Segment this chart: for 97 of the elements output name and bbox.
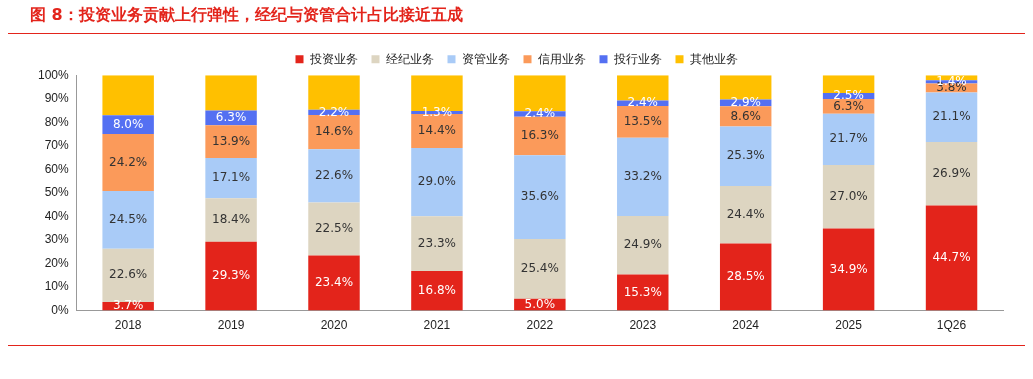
bar: [308, 149, 360, 203]
data-label: 15.3%: [623, 284, 662, 299]
chart-title: 图 8：投资业务贡献上行弹性，经纪与资管合计占比接近五成: [30, 4, 463, 24]
data-label: 18.4%: [212, 212, 251, 227]
data-label: 28.5%: [726, 269, 765, 284]
bar: [514, 239, 566, 299]
y-tick-label: 80%: [44, 114, 70, 129]
bar: [411, 216, 463, 272]
data-label: 24.5%: [109, 211, 148, 226]
legend-label: 资管业务: [461, 51, 510, 66]
data-label: 8.6%: [730, 108, 761, 123]
bar: [102, 75, 154, 116]
y-tick-label: 70%: [44, 138, 70, 153]
data-label: 3.7%: [112, 298, 144, 313]
legend-label: 经纪业务: [385, 51, 434, 66]
data-label: 29.3%: [212, 268, 251, 283]
data-label: 22.6%: [109, 267, 148, 282]
data-label: 25.3%: [726, 148, 765, 163]
y-tick-label: 90%: [44, 91, 70, 106]
bar: [514, 155, 566, 240]
data-label: 22.6%: [314, 168, 354, 183]
data-label: 44.7%: [932, 250, 971, 265]
x-tick-label: 2024: [732, 318, 760, 333]
bar: [925, 92, 978, 143]
bar: [205, 125, 257, 159]
x-tick-label: 2020: [320, 318, 348, 333]
bar: [925, 205, 978, 311]
data-label: 13.9%: [212, 133, 251, 148]
y-tick-label: 0%: [51, 302, 70, 317]
data-label: 34.9%: [829, 261, 868, 276]
bar: [719, 126, 772, 187]
data-label: 21.7%: [829, 131, 868, 146]
data-label: 27.0%: [829, 188, 868, 203]
data-label: 23.3%: [417, 235, 456, 250]
bar: [308, 255, 360, 311]
bar: [617, 215, 669, 275]
data-label: 21.1%: [932, 109, 971, 124]
y-tick-label: 100%: [37, 67, 70, 82]
y-tick-label: 60%: [44, 161, 70, 176]
bar: [411, 271, 463, 311]
bar: [822, 113, 875, 165]
data-label: 35.6%: [520, 189, 559, 204]
bar: [308, 202, 360, 256]
bar: [719, 186, 772, 244]
legend-label: 其他业务: [689, 51, 738, 66]
data-label: 24.2%: [109, 154, 148, 169]
data-label: 2.9%: [730, 94, 761, 109]
bar: [411, 114, 463, 148]
data-label: 25.4%: [520, 261, 559, 276]
data-label: 24.9%: [623, 237, 662, 252]
bar: [514, 116, 566, 156]
bar: [205, 158, 257, 199]
bar: [205, 198, 257, 242]
bar: [822, 164, 875, 229]
data-label: 24.4%: [726, 206, 765, 221]
data-label: 29.0%: [417, 174, 456, 189]
data-label: 8.0%: [112, 116, 144, 131]
bar: [205, 75, 257, 111]
data-label: 6.3%: [833, 98, 864, 113]
x-tick-label: 2018: [114, 318, 142, 333]
data-label: 33.2%: [623, 169, 662, 184]
legend-label: 投资业务: [308, 51, 358, 66]
data-label: 1.3%: [421, 104, 453, 119]
legend-label: 信用业务: [537, 51, 586, 66]
x-tick-label: 2025: [835, 318, 863, 333]
x-tick-label: 1Q26: [936, 318, 967, 333]
bar: [719, 243, 772, 311]
bar: [205, 241, 257, 311]
bar: [102, 191, 154, 249]
bar: [102, 248, 154, 302]
bar: [617, 137, 669, 216]
x-tick-label: 2019: [217, 318, 245, 333]
data-label: 17.1%: [212, 170, 251, 185]
bar: [102, 134, 154, 192]
data-label: 22.5%: [314, 221, 354, 236]
data-label: 16.3%: [520, 128, 559, 143]
data-label: 14.4%: [417, 123, 456, 138]
bar: [617, 106, 669, 138]
x-tick-label: 2022: [526, 318, 554, 333]
data-label: 6.3%: [215, 110, 247, 125]
data-label: 16.8%: [417, 282, 456, 297]
y-tick-label: 20%: [44, 255, 70, 270]
data-label: 5.0%: [524, 296, 556, 311]
data-label: 23.4%: [314, 275, 354, 290]
data-label: 14.6%: [314, 124, 354, 139]
bar: [822, 228, 875, 311]
y-tick-label: 40%: [44, 208, 70, 223]
y-tick-label: 30%: [44, 232, 70, 247]
x-tick-label: 2021: [423, 318, 451, 333]
legend-label: 投行业务: [612, 51, 662, 66]
x-tick-label: 2023: [629, 318, 657, 333]
y-tick-label: 50%: [44, 185, 70, 200]
bar: [925, 142, 978, 206]
data-label: 26.9%: [932, 165, 971, 180]
y-tick-label: 10%: [44, 279, 70, 294]
bar: [411, 147, 463, 217]
data-label: 13.5%: [623, 114, 662, 129]
